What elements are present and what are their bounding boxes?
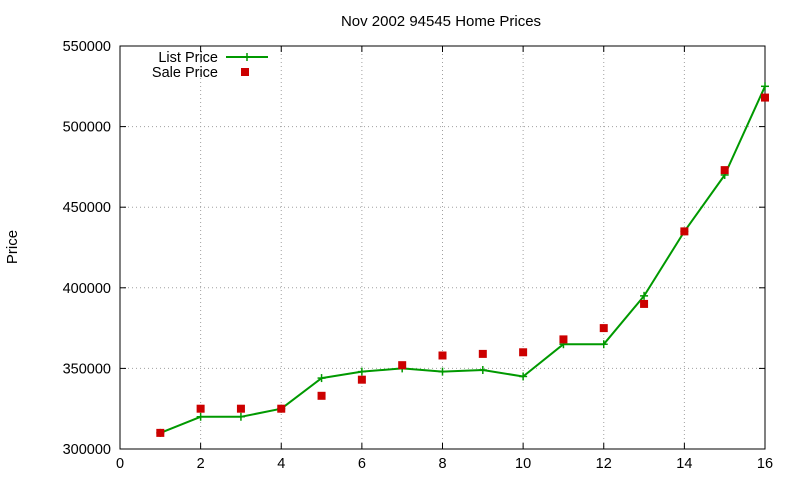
list-price-point	[236, 412, 245, 421]
x-tick-label: 4	[277, 456, 285, 472]
list-price-point	[640, 291, 649, 300]
sale-price-point	[196, 404, 205, 413]
list-price-point	[761, 82, 769, 91]
sale-price-point	[156, 428, 165, 437]
list-price-line	[159, 85, 766, 434]
sale-price-point	[236, 404, 245, 413]
x-tick-label: 14	[676, 456, 692, 472]
grid	[120, 46, 765, 449]
x-tick-label: 6	[358, 456, 366, 472]
sale-price-point	[559, 335, 568, 344]
x-tick-label: 2	[197, 456, 205, 472]
y-axis-label: Price	[4, 230, 21, 264]
sale-price-point	[599, 324, 608, 333]
chart-title: Nov 2002 94545 Home Prices	[341, 13, 541, 30]
x-tick-label: 12	[596, 456, 612, 472]
sale-price-point	[438, 351, 447, 360]
sale-price-point	[277, 404, 286, 413]
sale-price-point	[720, 166, 729, 175]
y-tick-label: 450000	[63, 200, 111, 216]
sale-price-point	[640, 299, 649, 308]
y-tick-label: 300000	[63, 442, 111, 458]
list-price-point	[317, 374, 326, 383]
list-price-point	[599, 340, 608, 349]
y-tick-label: 500000	[63, 120, 111, 136]
list-price-point	[357, 367, 366, 376]
list-price-point	[196, 412, 205, 421]
y-tick-label: 550000	[63, 39, 111, 55]
y-tick-label: 400000	[63, 281, 111, 297]
sale-price-point	[761, 93, 769, 102]
sale-price-point	[680, 227, 689, 236]
list-price-point	[478, 366, 487, 375]
list-price-point	[438, 367, 447, 376]
ticks: 0 2 4 6 8 10 12 14 16 300000 350000 400000 450000 500…	[63, 39, 773, 472]
series	[156, 82, 769, 437]
list-price-point	[519, 372, 528, 381]
y-tick-label: 350000	[63, 361, 111, 377]
legend-label-sale-price: Sale Price	[152, 65, 218, 81]
sale-price-point	[398, 361, 407, 370]
legend-swatch-sale-price	[241, 68, 249, 76]
sale-price-point	[478, 349, 487, 358]
x-tick-label: 8	[438, 456, 446, 472]
x-tick-label: 16	[757, 456, 773, 472]
sale-price-point	[317, 391, 326, 400]
x-tick-label: 10	[515, 456, 531, 472]
sale-price-point	[519, 348, 528, 357]
x-tick-label: 0	[116, 456, 124, 472]
legend-label-list-price: List Price	[158, 50, 218, 66]
sale-price-point	[357, 375, 366, 384]
